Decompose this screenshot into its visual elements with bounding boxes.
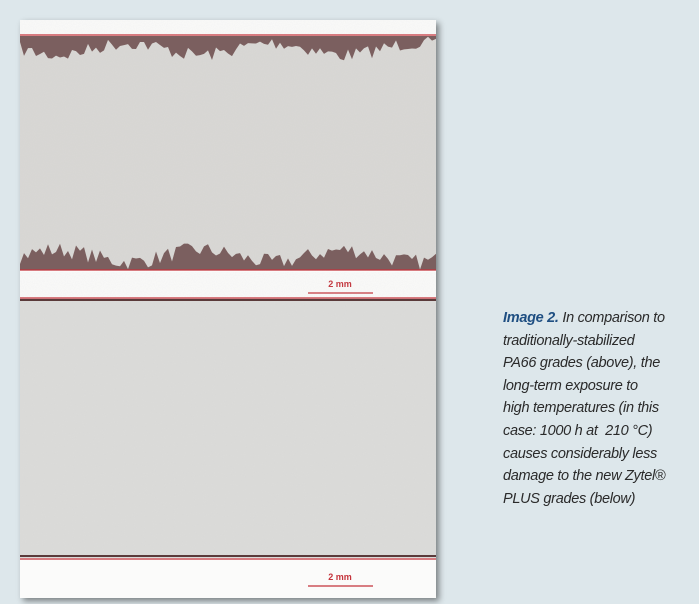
caption-line: PLUS grades (below): [503, 490, 636, 507]
texture: [20, 36, 436, 270]
degradation-band: [20, 243, 436, 270]
scale-label: 2 mm: [328, 572, 352, 582]
caption-line: In comparison to: [562, 310, 665, 326]
caption-line: causes considerably less: [503, 445, 657, 462]
scale-label: 2 mm: [328, 279, 352, 289]
caption-line: PA66 grades (above), the: [503, 355, 660, 372]
caption-label: Image 2.: [503, 310, 559, 326]
caption-line: traditionally-stabilized: [503, 332, 635, 349]
frame: [20, 560, 436, 598]
degradation-layer: [20, 36, 436, 297]
texture: [20, 298, 436, 558]
degradation-band: [20, 36, 436, 61]
caption-line: long-term exposure to: [503, 377, 638, 394]
micrograph-figure: 2 mm 2 mm: [20, 20, 436, 598]
caption-line: high temperatures (in this: [503, 400, 659, 417]
caption: Image 2. In comparison to traditionally-…: [503, 307, 699, 510]
caption-line: damage to the new Zytel®: [503, 468, 666, 485]
frame: [20, 271, 436, 297]
caption-line: case: 1000 h at 210 °C): [503, 422, 653, 439]
